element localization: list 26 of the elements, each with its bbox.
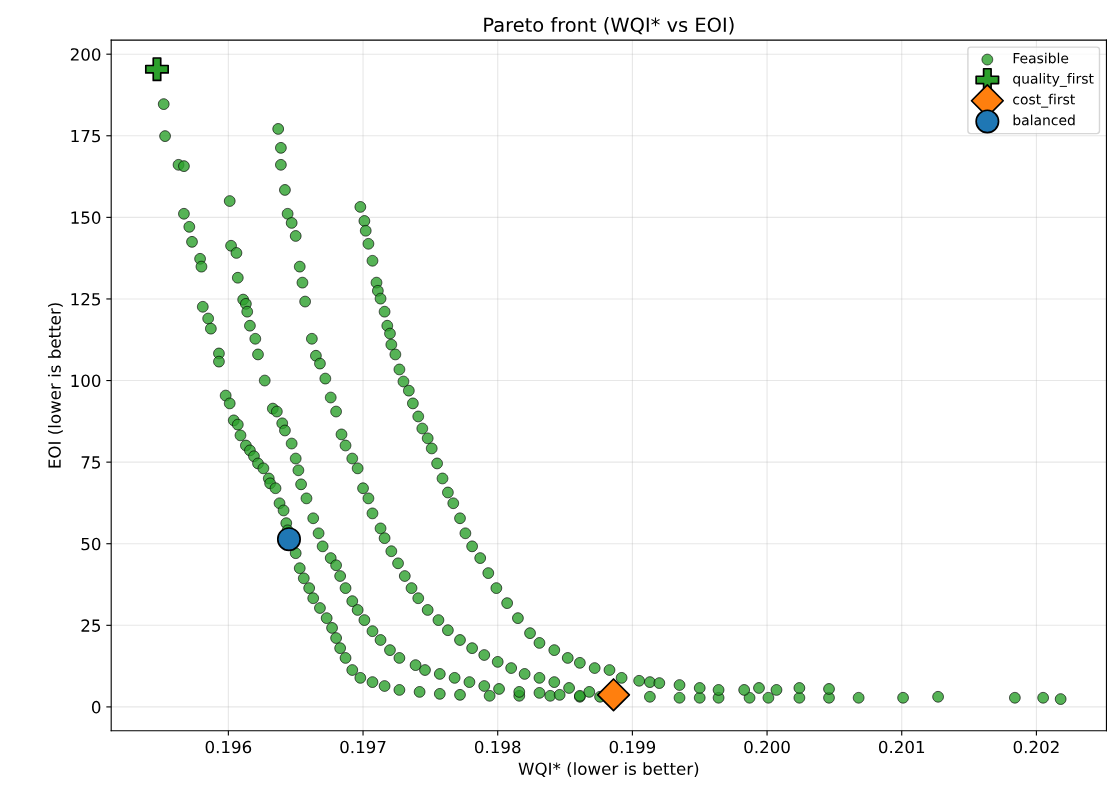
point xyxy=(596,678,631,712)
x-tick-label: 0.202 xyxy=(1013,740,1059,754)
y-tick-label: 100 xyxy=(71,374,101,388)
legend-label: balanced xyxy=(1013,114,1075,126)
x-tick-label: 0.200 xyxy=(744,740,790,754)
y-tick-label: 150 xyxy=(71,211,101,224)
y-axis-title: EOI (lower is better) xyxy=(47,303,63,468)
y-tick-label: 50 xyxy=(81,537,101,551)
y-tick-label: 175 xyxy=(71,129,101,143)
x-tick-label: 0.196 xyxy=(205,740,252,754)
x-tick-label: 0.201 xyxy=(878,740,925,754)
legend-label: Feasible xyxy=(1013,52,1069,64)
y-tick-label: 200 xyxy=(70,48,101,61)
y-tick-label: 125 xyxy=(71,292,101,306)
point xyxy=(144,57,170,82)
point xyxy=(276,527,302,552)
chart-title: Pareto front (WQI* vs EOI) xyxy=(484,17,734,35)
y-tick-label: 75 xyxy=(81,456,101,469)
x-axis-title: WQI* (lower is better) xyxy=(518,762,699,777)
legend-label: cost_first xyxy=(1013,93,1075,108)
x-tick-label: 0.198 xyxy=(474,740,521,754)
x-tick-label: 0.197 xyxy=(340,740,386,754)
legend-label: quality_first xyxy=(1013,73,1094,87)
y-tick-label: 0 xyxy=(91,700,101,714)
x-tick-label: 0.199 xyxy=(609,740,656,754)
y-tick-label: 25 xyxy=(81,619,101,632)
